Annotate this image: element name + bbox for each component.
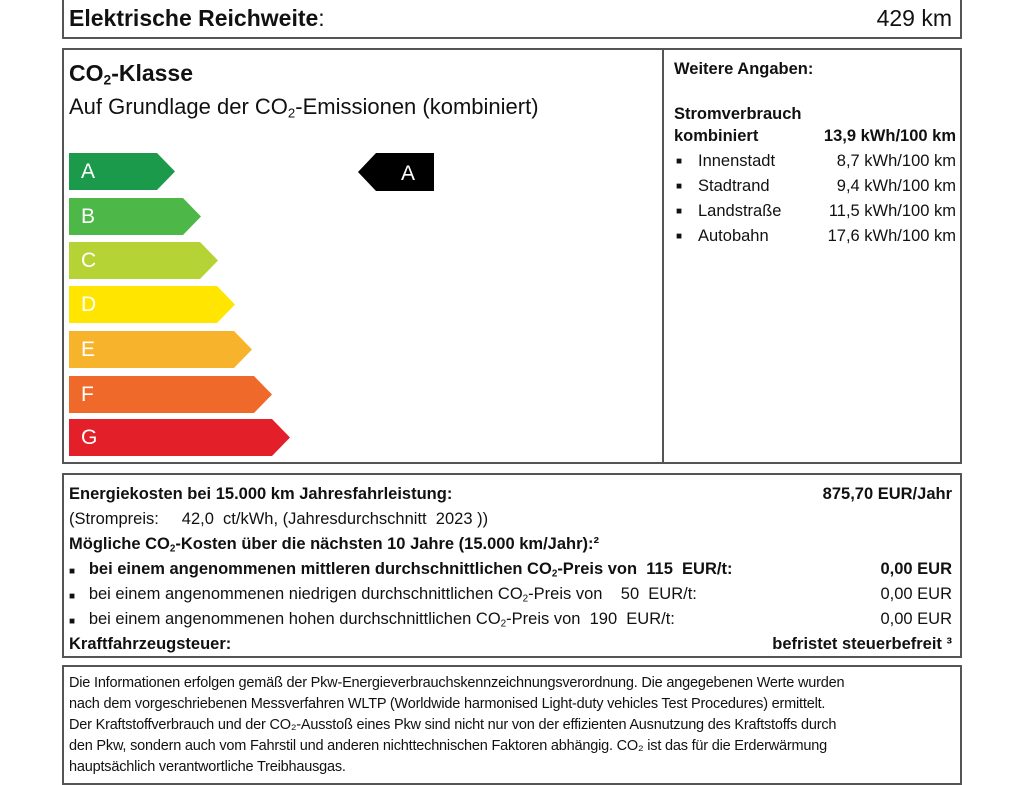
consumption-item: ■ Innenstadt 8,7 kWh/100 km (676, 152, 956, 170)
co2-class-box: CO2-Klasse Auf Grundlage der CO2-Emissio… (62, 48, 962, 464)
energy-costs-row: Energiekosten bei 15.000 km Jahresfahrle… (69, 485, 952, 503)
svg-text:A: A (401, 162, 415, 185)
price-row: (Strompreis: 42,0 ct/kWh, (Jahresdurchsc… (69, 510, 489, 528)
range-label: Elektrische Reichweite: (69, 5, 325, 31)
consumption-title: Stromverbrauch (674, 105, 802, 123)
costs-box: Energiekosten bei 15.000 km Jahresfahrle… (62, 473, 962, 658)
footer-line: Die Informationen erfolgen gemäß der Pkw… (69, 675, 845, 691)
footer-text: Die Informationen erfolgen gemäß der Pkw… (69, 673, 954, 778)
efficiency-class-A: A (69, 153, 175, 190)
footer-box: Die Informationen erfolgen gemäß der Pkw… (62, 665, 962, 785)
co2-costs-title: Mögliche CO2-Kosten über die nächsten 10… (69, 535, 599, 555)
efficiency-class-G: G (69, 419, 290, 456)
range-value: 429 km (876, 5, 952, 31)
footer-line: nach dem vorgeschriebenen Messverfahren … (69, 696, 826, 712)
consumption-item: ■ Landstraße 11,5 kWh/100 km (676, 202, 956, 220)
efficiency-class-B: B (69, 198, 201, 235)
co2-cost-row: ■ bei einem angenommenen mittleren durch… (69, 560, 952, 580)
efficiency-class-F: F (69, 376, 272, 413)
co2-title: CO2-Klasse (69, 60, 194, 88)
range-label-text: Elektrische Reichweite (69, 5, 319, 31)
efficiency-class-E: E (69, 331, 252, 368)
co2-cost-row: ■ bei einem angenommenen niedrigen durch… (69, 585, 952, 605)
more-title: Weitere Angaben: (674, 60, 814, 78)
current-class-arrow: A (358, 153, 434, 191)
range-box: Elektrische Reichweite: 429 km (62, 0, 962, 39)
more-info: Weitere Angaben: Stromverbrauch kombinie… (674, 60, 956, 249)
tax-row: Kraftfahrzeugsteuer: befristet steuerbefr… (69, 635, 952, 653)
consumption-item: ■ Autobahn 17,6 kWh/100 km (676, 227, 956, 245)
consumption-item: ■ Stadtrand 9,4 kWh/100 km (676, 177, 956, 195)
divider (662, 50, 664, 462)
footer-line: Der Kraftstoffverbrauch und der CO₂-Auss… (69, 717, 837, 733)
efficiency-class-C: C (69, 242, 218, 279)
footer-line: den Pkw, sondern auch vom Fahrstil und a… (69, 738, 828, 754)
co2-cost-row: ■ bei einem angenommenen hohen durchschn… (69, 610, 952, 630)
combined-row: kombiniert 13,9 kWh/100 km (674, 127, 956, 145)
co2-subtitle: Auf Grundlage der CO2-Emissionen (kombin… (69, 94, 539, 121)
efficiency-class-D: D (69, 286, 235, 323)
